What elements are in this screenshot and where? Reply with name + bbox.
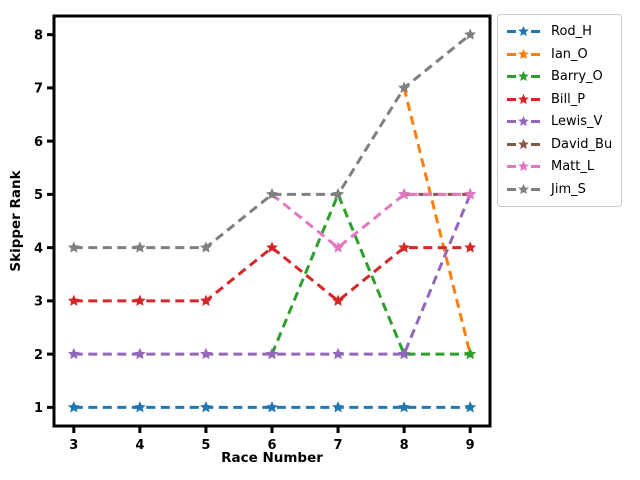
x-tick-label-7: 7 (334, 438, 343, 453)
series-line-Matt_L (271, 192, 471, 250)
star-marker-icon (518, 93, 529, 104)
legend-label-david_bu: David_Bu (551, 136, 613, 152)
legend-item-barry_o: Barry_O (505, 66, 612, 88)
marker-Rod_H-race8 (398, 401, 411, 413)
marker-Rod_H-race6 (266, 401, 278, 413)
series-line-Ian_O (402, 87, 472, 355)
star-marker-icon (518, 116, 529, 127)
y-tick-label-1: 1 (34, 401, 43, 416)
legend-label-rod_h: Rod_H (551, 24, 592, 40)
series-line-Jim_S (73, 33, 472, 250)
star-marker-icon (518, 71, 529, 82)
marker-Bill_P-race6 (266, 241, 278, 253)
marker-Jim_S-race6 (266, 188, 278, 200)
y-tick-label-8: 8 (34, 28, 43, 43)
series-Bill_P (67, 241, 477, 306)
marker-Matt_L-race9 (464, 188, 477, 200)
marker-Bill_P-race3 (67, 294, 80, 306)
star-marker-icon (518, 161, 529, 172)
y-tick-label-7: 7 (34, 82, 43, 97)
marker-Lewis_V-race3 (67, 347, 80, 360)
series-line-Lewis_V (73, 193, 472, 356)
marker-Barry_O-race9 (464, 347, 477, 360)
legend-line-sample-barry_o (507, 71, 540, 82)
marker-Rod_H-race7 (332, 401, 344, 413)
marker-Rod_H-race5 (200, 401, 212, 413)
marker-Bill_P-race5 (200, 294, 212, 306)
x-tick-label-3: 3 (69, 438, 78, 453)
marker-Jim_S-race3 (67, 241, 80, 253)
marker-Jim_S-race4 (133, 241, 146, 253)
star-marker-icon (518, 138, 529, 149)
series-line-Bill_P (73, 245, 471, 303)
legend-line-sample-jim_s (507, 183, 540, 194)
x-tick-label-9: 9 (466, 438, 475, 453)
legend-item-bill_p: Bill_P (505, 89, 612, 111)
y-tick-label-2: 2 (34, 348, 43, 363)
marker-Lewis_V-race8 (398, 347, 411, 360)
legend-item-rod_h: Rod_H (505, 21, 612, 43)
marker-Rod_H-race3 (67, 401, 80, 413)
series-Matt_L (266, 188, 477, 253)
marker-Jim_S-race7 (332, 188, 344, 200)
legend-label-bill_p: Bill_P (551, 91, 586, 107)
x-tick-label-5: 5 (201, 438, 210, 453)
marker-Bill_P-race8 (398, 241, 411, 253)
series-Ian_O (398, 81, 477, 360)
legend-label-barry_o: Barry_O (551, 69, 603, 85)
y-tick-label-4: 4 (34, 241, 43, 256)
marker-Lewis_V-race4 (133, 347, 146, 360)
legend-line-sample-ian_o (507, 48, 540, 59)
series-Lewis_V (67, 188, 477, 360)
legend-line-sample-david_bu (507, 138, 540, 149)
legend-item-ian_o: Ian_O (505, 44, 612, 66)
legend-item-lewis_v: Lewis_V (505, 111, 612, 133)
y-tick-label-5: 5 (34, 188, 43, 203)
series-Jim_S (67, 28, 477, 253)
marker-Jim_S-race5 (200, 241, 212, 253)
marker-Matt_L-race8 (398, 188, 411, 200)
legend-line-sample-lewis_v (507, 116, 540, 127)
legend-item-jim_s: Jim_S (505, 179, 612, 201)
legend-line-sample-rod_h (507, 26, 540, 37)
legend: Rod_H Ian_O Barry_O Bill_P Lewis_V David_Bu Ma… (497, 14, 623, 207)
y-tick-label-3: 3 (34, 295, 43, 310)
x-tick-label-4: 4 (135, 438, 144, 453)
x-axis-label: Race Number (221, 450, 323, 466)
star-marker-icon (518, 48, 529, 59)
series-Rod_H (67, 401, 477, 413)
series-line-Barry_O (270, 190, 471, 356)
legend-item-david_bu: David_Bu (505, 134, 612, 156)
marker-Lewis_V-race5 (200, 347, 212, 360)
legend-label-lewis_v: Lewis_V (551, 114, 603, 130)
y-axis-label: Skipper Rank (8, 170, 24, 272)
star-marker-icon (518, 183, 529, 194)
star-marker-icon (518, 26, 529, 37)
marker-Rod_H-race4 (133, 401, 146, 413)
marker-Lewis_V-race6 (266, 347, 278, 360)
marker-Lewis_V-race7 (332, 347, 344, 360)
marker-Matt_L-race7 (332, 241, 344, 253)
plot-border (52, 14, 492, 428)
legend-label-jim_s: Jim_S (551, 181, 586, 197)
legend-line-sample-bill_p (507, 93, 540, 104)
marker-Rod_H-race9 (464, 401, 477, 413)
x-tick-label-6: 6 (267, 438, 276, 453)
y-tick-label-6: 6 (34, 135, 43, 150)
marker-Jim_S-race8 (398, 81, 411, 93)
legend-item-matt_l: Matt_L (505, 156, 612, 178)
x-tick-label-8: 8 (400, 438, 409, 453)
marker-Bill_P-race4 (133, 294, 146, 306)
marker-Bill_P-race9 (464, 241, 477, 253)
legend-label-ian_o: Ian_O (551, 46, 588, 62)
marker-Jim_S-race9 (464, 28, 477, 40)
marker-Bill_P-race7 (332, 294, 344, 306)
legend-line-sample-matt_l (507, 161, 540, 172)
legend-label-matt_l: Matt_L (551, 159, 595, 175)
